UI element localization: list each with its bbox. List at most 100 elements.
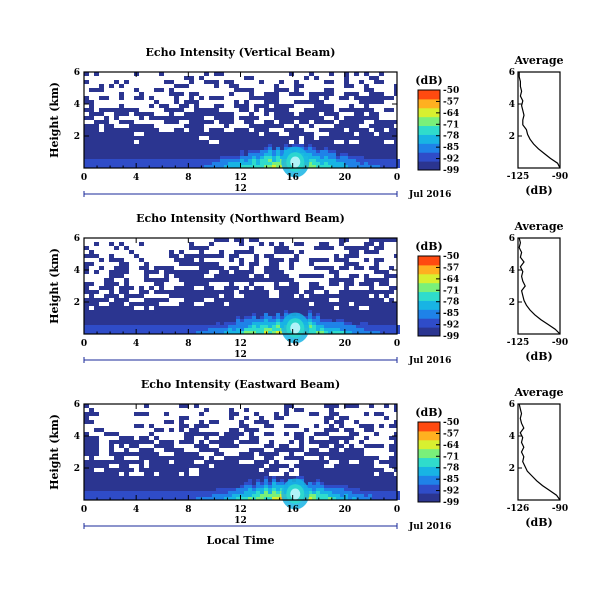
missing-data-cell [234,416,244,420]
missing-data-cell [109,80,114,84]
x-tick-label: 20 [339,173,352,183]
echo-cell [268,162,272,165]
echo-cell [236,316,240,319]
missing-data-cell [339,408,344,412]
missing-data-cell [164,246,174,250]
echo-cell [216,325,220,328]
missing-data-cell [84,76,89,80]
echo-cell [352,331,356,334]
missing-data-cell [144,286,149,290]
missing-data-cell [344,250,349,254]
colorbar-step [418,143,440,153]
missing-data-cell [204,412,209,416]
echo-cell [120,491,124,494]
missing-data-cell [99,416,104,420]
echo-cell [252,162,256,165]
echo-cell [164,328,168,331]
echo-cell [252,316,256,319]
missing-data-cell [119,124,129,128]
echo-cell [376,165,380,168]
echo-cell [204,497,208,500]
average-y-tick-label: 4 [509,266,515,276]
echo-cell [284,310,288,313]
echo-cell [272,162,276,165]
missing-data-cell [249,420,254,424]
echo-cell [240,153,244,156]
missing-data-cell [319,416,324,420]
echo-cell [340,162,344,165]
missing-data-cell [239,254,244,258]
echo-cell [152,494,156,497]
echo-cell [324,328,328,331]
missing-data-cell [124,100,129,104]
missing-data-cell [364,266,369,270]
echo-cell [252,313,256,316]
missing-data-cell [149,428,154,432]
echo-cell [208,331,212,334]
missing-data-cell [129,92,134,96]
echo-cell [180,325,184,328]
echo-cell [364,494,368,497]
missing-data-cell [359,408,364,412]
missing-data-cell [84,294,89,298]
echo-cell [116,328,120,331]
echo-cell [192,497,196,500]
missing-data-cell [314,124,324,128]
missing-data-cell [139,250,144,254]
colorbar-tick-label: -64 [443,275,459,285]
missing-data-cell [219,286,224,290]
y-tick-label: 4 [74,100,80,110]
echo-cell [276,322,280,325]
y-tick-label: 2 [74,132,80,142]
missing-data-cell [389,404,394,408]
echo-cell [88,162,92,165]
missing-data-cell [144,258,149,262]
missing-data-cell [99,412,104,416]
echo-cell [376,162,380,165]
echo-cell [356,162,360,165]
echo-cell [268,482,272,485]
missing-data-cell [274,444,279,448]
echo-cell [320,488,324,491]
missing-data-cell [189,266,199,270]
missing-data-cell [279,440,284,444]
echo-cell [264,491,268,494]
echo-cell [104,165,108,168]
echo-cell [148,331,152,334]
missing-data-cell [249,412,254,416]
missing-data-cell [349,270,359,274]
missing-data-cell [209,464,214,468]
echo-cell [388,494,392,497]
echo-cell [228,488,232,491]
missing-data-cell [194,440,199,444]
echo-cell [100,328,104,331]
missing-data-cell [269,290,279,294]
missing-data-cell [174,80,179,84]
echo-cell [248,150,252,153]
echo-cell [260,325,264,328]
echo-cell [344,156,348,159]
echo-cell [132,162,136,165]
colorbar-tick-label: -57 [443,429,459,439]
missing-data-cell [384,420,394,424]
missing-data-cell [259,76,264,80]
date-marker: 12 [234,184,247,194]
echo-cell [252,485,256,488]
colorbar-step [418,264,440,275]
date-label: Jul 2016 [408,356,451,366]
missing-data-cell [144,254,149,258]
colorbar-step [418,493,440,503]
missing-data-cell [229,420,234,424]
echo-cell [208,159,212,162]
echo-cell [236,331,240,334]
missing-data-cell [374,242,379,246]
missing-data-cell [194,242,199,246]
echo-cell [160,162,164,165]
missing-data-cell [319,448,329,452]
missing-data-cell [214,258,219,262]
missing-data-cell [204,88,209,92]
missing-data-cell [179,100,184,104]
missing-data-cell [374,460,379,464]
missing-data-cell [274,420,284,424]
missing-data-cell [139,274,144,278]
